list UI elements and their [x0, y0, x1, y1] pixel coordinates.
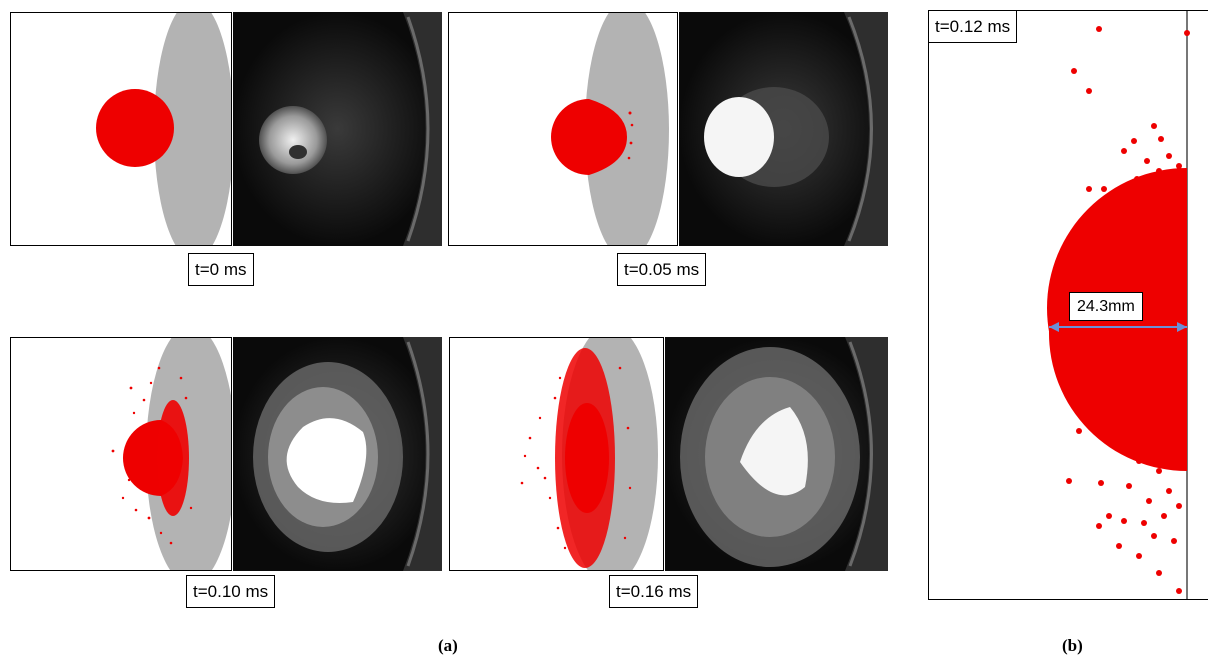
chamber-rim [403, 12, 442, 246]
sim-frame-4-drawing [520, 338, 658, 570]
sim-frame-1 [10, 12, 232, 246]
panel-b-caption: (b) [1062, 636, 1083, 655]
time-label-frame-3: t=0.10 ms [186, 575, 276, 608]
time-label-frame-1: t=0 ms [188, 253, 254, 286]
panel-b-time-label: t=0.12 ms [928, 10, 1018, 43]
droplet [551, 99, 627, 175]
photo-frame-2-drawing [679, 12, 888, 246]
droplet-photo [740, 407, 808, 496]
chamber-rim [845, 337, 888, 571]
panel-b [928, 10, 1208, 600]
photo-frame-2 [679, 12, 888, 246]
panel-a-caption: (a) [438, 636, 458, 655]
target-plate [154, 13, 231, 245]
sim-frame-1-drawing [96, 13, 231, 245]
time-label-frame-2: t=0.05 ms [617, 253, 707, 286]
photo-frame-3 [233, 337, 442, 571]
droplet-photo [286, 418, 367, 503]
droplet-photo [704, 97, 774, 177]
photo-frame-4 [665, 337, 888, 571]
dimension-label: 24.3mm [1069, 292, 1143, 321]
sim-frame-3-drawing [111, 338, 231, 570]
droplet-photo [259, 106, 327, 174]
photo-frame-1 [233, 12, 442, 246]
sim-frame-2-drawing [551, 13, 669, 245]
droplet [565, 403, 609, 513]
time-label-frame-4: t=0.16 ms [609, 575, 699, 608]
chamber-rim [844, 12, 888, 246]
sim-frame-2 [448, 12, 678, 246]
photo-frame-4-drawing [665, 337, 888, 571]
photo-frame-1-drawing [233, 12, 442, 246]
droplet [96, 89, 174, 167]
spray-cloud [157, 400, 189, 516]
chamber-rim [403, 337, 442, 571]
photo-frame-3-drawing [233, 337, 442, 571]
target-plate [585, 13, 669, 245]
sim-frame-3 [10, 337, 232, 571]
sim-frame-4 [449, 337, 664, 571]
